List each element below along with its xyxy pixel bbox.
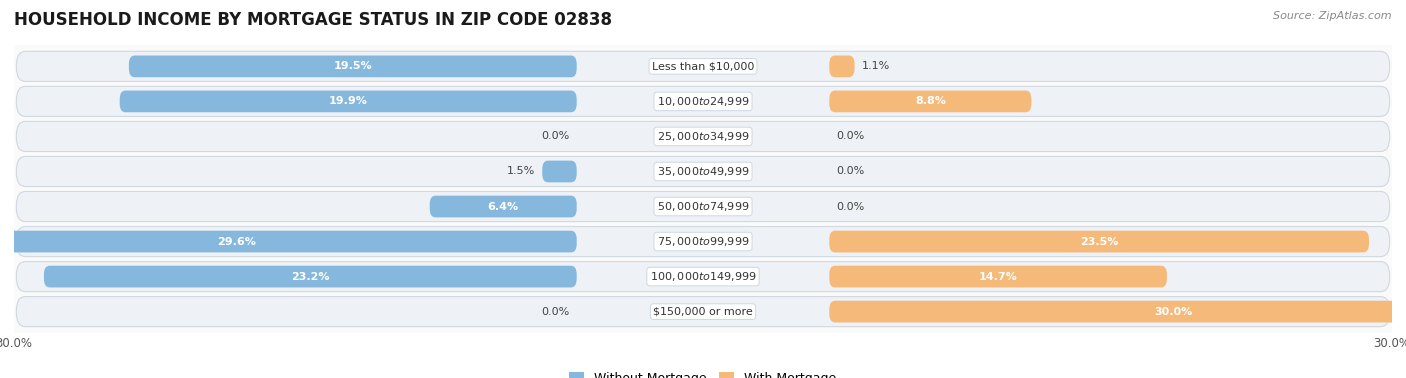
Text: Less than $10,000: Less than $10,000	[652, 61, 754, 71]
FancyBboxPatch shape	[830, 301, 1406, 322]
FancyBboxPatch shape	[543, 161, 576, 182]
Text: 8.8%: 8.8%	[915, 96, 946, 107]
Text: $50,000 to $74,999: $50,000 to $74,999	[657, 200, 749, 213]
FancyBboxPatch shape	[44, 266, 576, 287]
Text: $25,000 to $34,999: $25,000 to $34,999	[657, 130, 749, 143]
FancyBboxPatch shape	[17, 86, 1389, 116]
Legend: Without Mortgage, With Mortgage: Without Mortgage, With Mortgage	[564, 367, 842, 378]
Text: 6.4%: 6.4%	[488, 201, 519, 212]
Text: 30.0%: 30.0%	[1154, 307, 1192, 317]
FancyBboxPatch shape	[17, 297, 1389, 327]
Text: 0.0%: 0.0%	[837, 132, 865, 141]
FancyBboxPatch shape	[830, 266, 1167, 287]
Text: 0.0%: 0.0%	[837, 201, 865, 212]
Text: $35,000 to $49,999: $35,000 to $49,999	[657, 165, 749, 178]
Text: 0.0%: 0.0%	[541, 307, 569, 317]
FancyBboxPatch shape	[17, 191, 1389, 222]
FancyBboxPatch shape	[17, 121, 1389, 152]
FancyBboxPatch shape	[830, 91, 1032, 112]
Text: 0.0%: 0.0%	[541, 132, 569, 141]
Text: HOUSEHOLD INCOME BY MORTGAGE STATUS IN ZIP CODE 02838: HOUSEHOLD INCOME BY MORTGAGE STATUS IN Z…	[14, 11, 612, 29]
FancyBboxPatch shape	[129, 56, 576, 77]
FancyBboxPatch shape	[17, 262, 1389, 292]
Text: 1.5%: 1.5%	[508, 166, 536, 177]
Text: 1.1%: 1.1%	[862, 61, 890, 71]
Text: $75,000 to $99,999: $75,000 to $99,999	[657, 235, 749, 248]
Text: $150,000 or more: $150,000 or more	[654, 307, 752, 317]
FancyBboxPatch shape	[830, 56, 855, 77]
Text: 23.5%: 23.5%	[1080, 237, 1118, 246]
FancyBboxPatch shape	[17, 156, 1389, 187]
Text: 19.5%: 19.5%	[333, 61, 373, 71]
Text: 0.0%: 0.0%	[837, 166, 865, 177]
Text: $100,000 to $149,999: $100,000 to $149,999	[650, 270, 756, 283]
FancyBboxPatch shape	[17, 226, 1389, 257]
FancyBboxPatch shape	[830, 231, 1369, 253]
FancyBboxPatch shape	[0, 231, 576, 253]
Text: 29.6%: 29.6%	[218, 237, 256, 246]
Text: Source: ZipAtlas.com: Source: ZipAtlas.com	[1274, 11, 1392, 21]
FancyBboxPatch shape	[430, 196, 576, 217]
Text: 19.9%: 19.9%	[329, 96, 367, 107]
FancyBboxPatch shape	[120, 91, 576, 112]
Text: $10,000 to $24,999: $10,000 to $24,999	[657, 95, 749, 108]
FancyBboxPatch shape	[17, 51, 1389, 81]
Text: 14.7%: 14.7%	[979, 271, 1018, 282]
Text: 23.2%: 23.2%	[291, 271, 329, 282]
